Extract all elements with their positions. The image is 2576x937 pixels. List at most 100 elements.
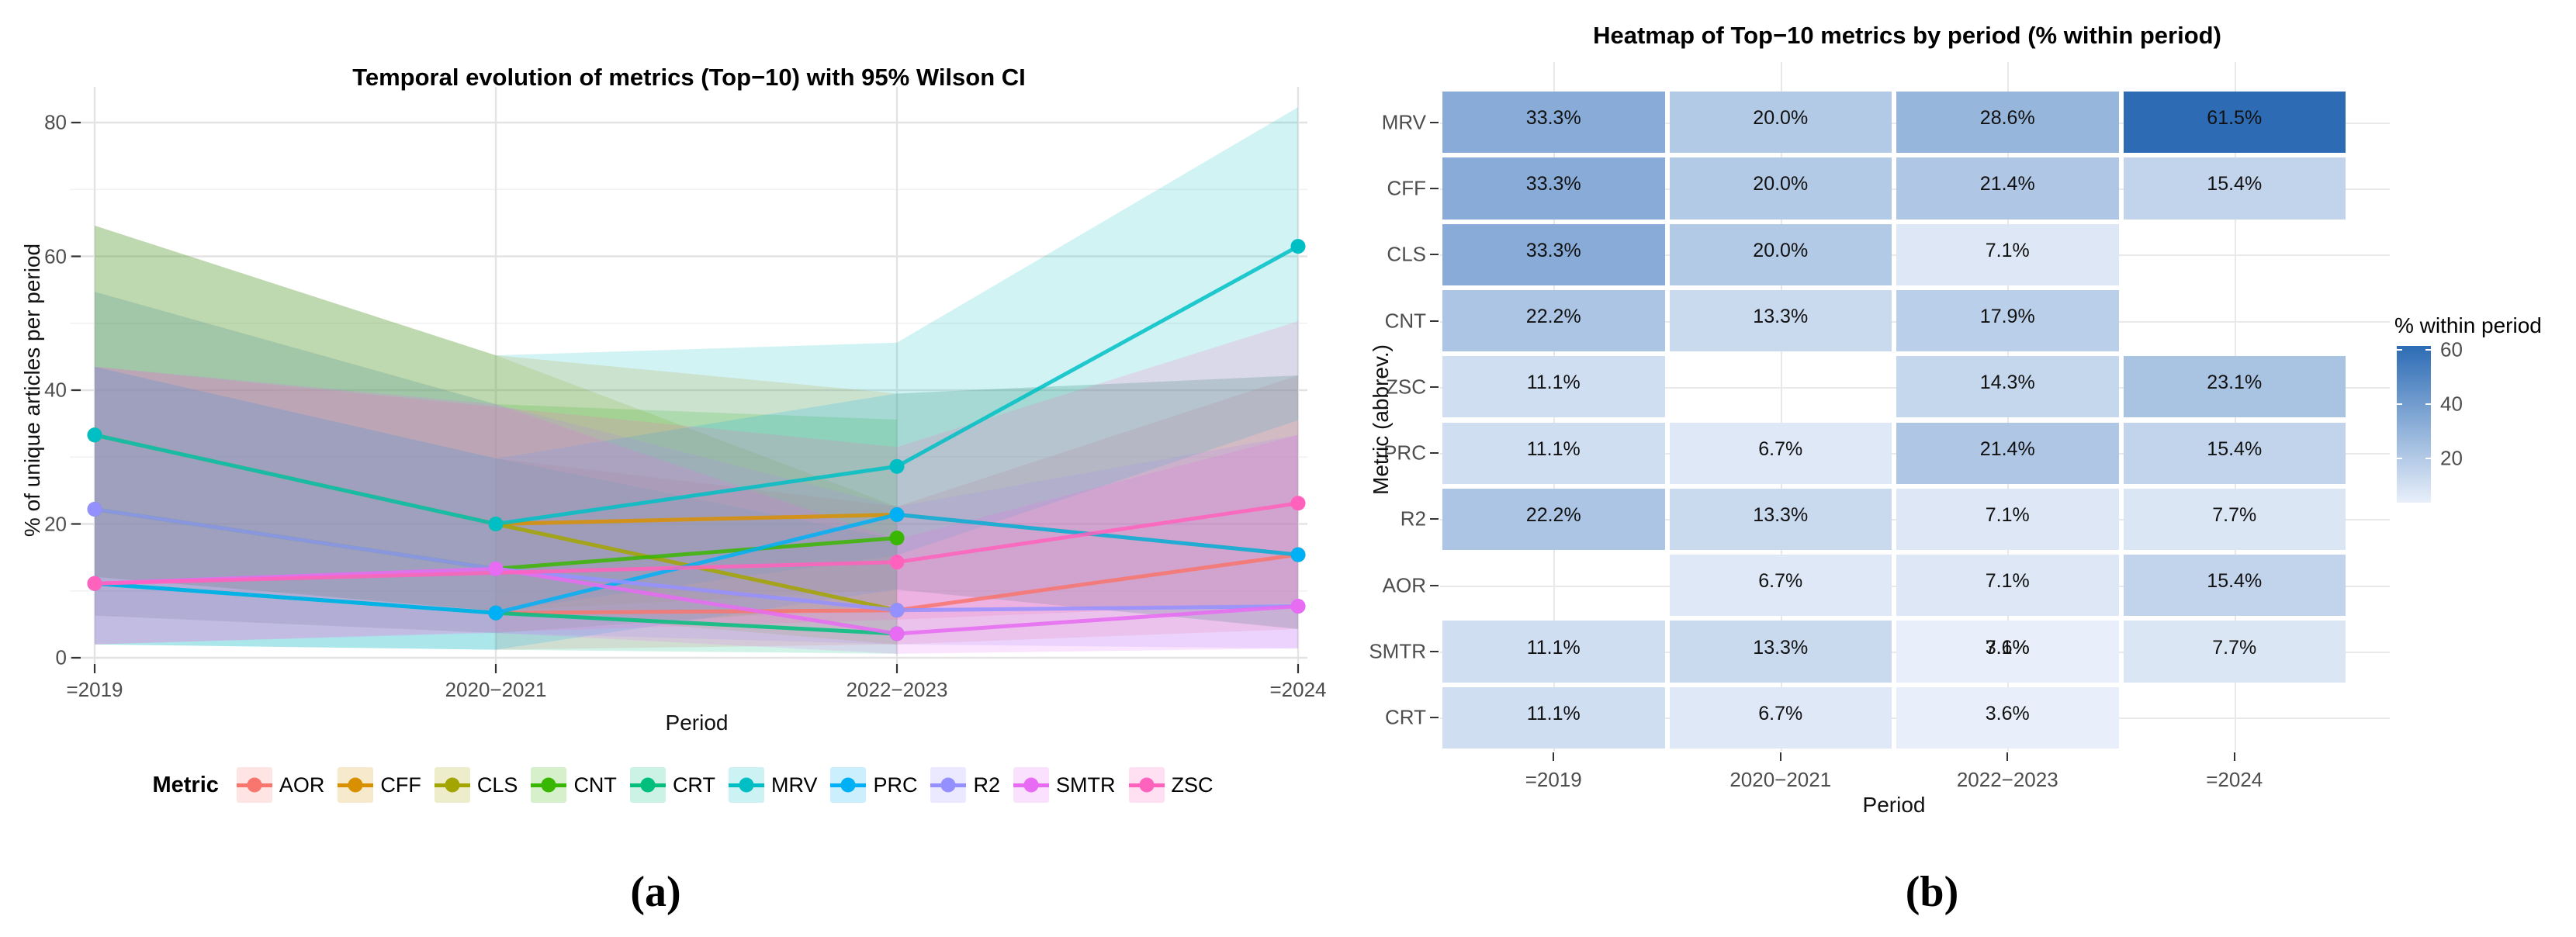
- heatmap-cell-value: 33.3%: [1525, 107, 1581, 130]
- heatmap-row-tick: [1430, 187, 1439, 189]
- legend-key-point: [940, 777, 956, 793]
- heatmap-row-label-PRC: PRC: [1383, 441, 1426, 465]
- heatmap-cell-value: 7.1%: [1985, 570, 2030, 593]
- colorbar-tick: [2425, 403, 2431, 405]
- heatmap-cell: 6.7%: [1669, 422, 1892, 484]
- heatmap-cell: 20.0%: [1669, 223, 1892, 285]
- legend-key-point: [445, 777, 460, 793]
- heatmap-cell: 15.4%: [2123, 422, 2346, 484]
- series-point-SMTR: [1290, 599, 1306, 614]
- heatmap-cell-value: 14.3%: [1979, 372, 2035, 394]
- legend-label: CRT: [672, 773, 715, 797]
- heatmap-cell-value: 7.1%: [1985, 503, 2030, 526]
- heatmap-cell: 21.4%: [1896, 422, 2119, 484]
- heatmap-cell: 7.1%: [1896, 555, 2119, 617]
- legend-item-SMTR: SMTR: [1013, 767, 1116, 803]
- panel-a-x-axis-title: Period: [665, 711, 729, 735]
- heatmap-cell-value: 21.4%: [1979, 173, 2035, 195]
- series-point-CNT: [889, 531, 905, 546]
- legend-key-point: [640, 777, 656, 793]
- heatmap-cell-value: 20.0%: [1753, 239, 1809, 261]
- legend-label: ZSC: [1171, 773, 1214, 797]
- ci-ribbon-ZSC: [95, 321, 1298, 645]
- ci-ribbon-CFF: [95, 225, 1298, 629]
- heatmap-cell: 7.1%: [1896, 223, 2119, 285]
- heatmap-cell: 61.5%: [2123, 92, 2346, 154]
- colorbar-gradient: [2397, 346, 2431, 503]
- heatmap-cell-value: 11.1%: [1526, 702, 1581, 724]
- legend-key-icon: [434, 767, 470, 803]
- series-point-MRV: [488, 517, 504, 531]
- heatmap-cell: 7.7%: [2123, 488, 2346, 551]
- heatmap-cell-value: 6.7%: [1758, 437, 1803, 460]
- legend-label: CLS: [476, 773, 518, 797]
- series-line-MRV: [92, 244, 1300, 526]
- legend-key-icon: [236, 767, 272, 803]
- heatmap-cell: 6.7%: [1669, 686, 1892, 749]
- heatmap-cell: 15.4%: [2123, 157, 2346, 220]
- legend-item-AOR: AOR: [236, 767, 324, 803]
- heatmap-cell: 20.0%: [1669, 92, 1892, 154]
- heatmap-col-tick: [2006, 752, 2009, 761]
- y-tick-label: 40: [44, 378, 67, 402]
- series-point-MRV: [87, 427, 102, 443]
- colorbar-tick: [2397, 349, 2402, 351]
- heatmap-row-label-SMTR: SMTR: [1369, 639, 1426, 663]
- x-tick-label: =2024: [1269, 678, 1327, 701]
- heatmap-cell: 33.3%: [1442, 92, 1665, 154]
- series-point-R2: [889, 603, 905, 618]
- legend-label: R2: [973, 773, 1000, 797]
- legend-item-CRT: CRT: [629, 767, 715, 803]
- heatmap-cell-value: 33.3%: [1525, 173, 1581, 195]
- ci-ribbon-MRV: [95, 107, 1298, 611]
- colorbar-title: % within period: [2394, 313, 2542, 337]
- heatmap-cell: 13.3%: [1669, 488, 1892, 551]
- heatmap-cell: 6.7%: [1669, 555, 1892, 617]
- legend-item-MRV: MRV: [728, 767, 817, 803]
- panel-b-y-axis-title: Metric (abbrev.): [1369, 344, 1393, 495]
- heatmap-cell-value: 11.1%: [1526, 437, 1581, 460]
- heatmap-cell-value: 7.1%: [1985, 636, 2030, 659]
- heatmap-cell-value: 28.6%: [1979, 107, 2035, 130]
- heatmap-cell: 14.3%: [1896, 356, 2119, 418]
- colorbar-tick: [2397, 403, 2402, 405]
- series-point-R2: [87, 502, 102, 517]
- heatmap-cell-value: 13.3%: [1753, 306, 1809, 328]
- colorbar-tick: [2425, 349, 2431, 351]
- heatmap-cell: 13.3%: [1669, 289, 1892, 352]
- panel-b-title: Heatmap of Top−10 metrics by period (% w…: [1593, 22, 2221, 49]
- colorbar-tick: [2397, 457, 2402, 459]
- heatmap-cell: 15.4%: [2123, 555, 2346, 617]
- legend-key-icon: [531, 767, 567, 803]
- panel-b-x-axis-title: Period: [1862, 793, 1926, 817]
- x-tick-label: =2019: [66, 678, 123, 701]
- heatmap-row-label-CLS: CLS: [1387, 242, 1426, 266]
- series-point-SMTR: [889, 626, 905, 641]
- panel-a-y-axis-title: % of unique articles per period: [20, 243, 44, 538]
- legend-key-icon: [1128, 767, 1165, 803]
- heatmap-cell: 11.1%: [1442, 356, 1665, 418]
- heatmap-cell: 22.2%: [1442, 289, 1665, 352]
- heatmap-cell: 11.1%: [1442, 686, 1665, 749]
- legend-key-point: [348, 777, 363, 793]
- panel-a-title: Temporal evolution of metrics (Top−10) w…: [352, 64, 1026, 91]
- legend-item-CLS: CLS: [434, 767, 518, 803]
- ci-ribbon-R2: [95, 292, 1298, 648]
- heatmap-cell-value: 15.4%: [2207, 437, 2263, 460]
- heatmap-row-tick: [1430, 452, 1439, 455]
- series-point-SMTR: [488, 561, 504, 576]
- legend-key-icon: [830, 767, 867, 803]
- x-tick-label: 2020−2021: [445, 678, 547, 701]
- legend-label: PRC: [873, 773, 918, 797]
- legend-key-point: [739, 777, 754, 793]
- heatmap-cell-value: 20.0%: [1753, 107, 1809, 130]
- series-point-ZSC: [889, 555, 905, 570]
- ci-ribbon-CNT: [95, 292, 897, 634]
- ci-ribbon-PRC: [95, 366, 1298, 650]
- heatmap-row-label-ZSC: ZSC: [1386, 375, 1426, 399]
- series-point-PRC: [1290, 547, 1306, 562]
- heatmap-cell: 7.7%: [2123, 621, 2346, 683]
- heatmap-row-tick: [1430, 651, 1439, 653]
- legend-key-icon: [728, 767, 764, 803]
